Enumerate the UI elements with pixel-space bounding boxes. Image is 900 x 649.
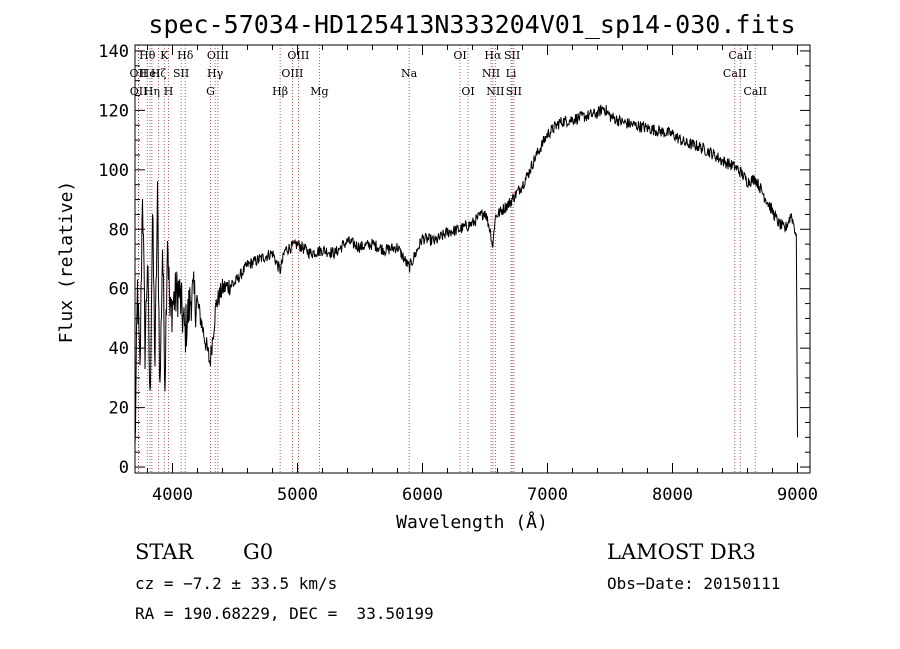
y-tick-label: 0 (119, 458, 129, 478)
x-tick-label: 6000 (402, 485, 443, 505)
x-tick-label: 5000 (277, 485, 318, 505)
spectral-line-label: OIII (207, 49, 229, 62)
spectral-line-label: Hδ (177, 49, 194, 62)
survey-name: LAMOST DR3 (607, 540, 756, 564)
x-tick-label: 7000 (527, 485, 568, 505)
spectral-line-label: HeI (140, 67, 160, 80)
observation-date: Obs−Date: 20150111 (607, 574, 781, 593)
spectral-line-label: Hζ (151, 67, 167, 80)
x-tick-label: 8000 (652, 485, 693, 505)
spectral-line-label: CaII (728, 49, 752, 62)
spectral-line-label: OI (453, 49, 466, 62)
coordinates: RA = 190.68229, DEC = 33.50199 (135, 604, 434, 623)
spectral-line-labels: OII OII Hθ HeI Hη Hζ K H SII Hδ G Hγ OIII Hβ OIII OIII M… (130, 49, 768, 98)
spectral-line-label: H (164, 85, 174, 98)
x-tick-label: 9000 (777, 485, 818, 505)
spectral-line-label: SII (506, 85, 522, 98)
y-tick-label: 100 (98, 161, 129, 181)
y-tick-label: 80 (109, 220, 129, 240)
spectral-line-label: SII (504, 49, 520, 62)
spectral-line-label: NII (486, 85, 504, 98)
spectral-line-label: OIII (287, 49, 309, 62)
spectral-line-label: Hα (484, 49, 502, 62)
spectral-line-label: Hη (144, 85, 160, 98)
chart-title: spec-57034-HD125413N333204V01_sp14-030.f… (148, 10, 795, 39)
y-tick-label: 20 (109, 399, 129, 419)
x-axis-label: Wavelength (Å) (396, 511, 548, 533)
spectrum-series-line (134, 104, 798, 444)
plot-frame (134, 44, 811, 474)
spectral-line-label: Mg (310, 85, 328, 98)
y-tick-label: 60 (109, 280, 129, 300)
redshift-value: cz = −7.2 ± 33.5 km/s (135, 574, 338, 593)
spectral-line-label: OII (130, 85, 148, 98)
spectral-line-label: OII (130, 67, 148, 80)
spectral-line-label: Li (506, 67, 517, 80)
spectral-line-label: Hβ (272, 85, 288, 98)
spectral-line-label: NII (482, 67, 500, 80)
spectral-line-label: OIII (281, 67, 303, 80)
spectral-subclass: G0 (243, 540, 274, 564)
spectral-line-label: Hγ (207, 67, 224, 80)
y-tick-label: 140 (98, 42, 129, 62)
y-axis: 0 20 40 60 80 100 120 140 (98, 42, 810, 478)
object-type: STAR (135, 540, 194, 564)
y-tick-label: 40 (109, 339, 129, 359)
spectral-line-label: OI (461, 85, 474, 98)
spectral-line-label: Na (401, 67, 418, 80)
spectral-lines-layer (137, 45, 756, 473)
x-tick-label: 4000 (152, 485, 193, 505)
y-tick-label: 120 (98, 101, 129, 121)
x-axis: 4000 5000 6000 7000 8000 9000 (147, 45, 818, 505)
spectral-line-label: CaII (743, 85, 767, 98)
spectral-line-label: SII (173, 67, 189, 80)
spectral-line-label: G (206, 85, 215, 98)
y-axis-label: Flux (relative) (56, 181, 77, 344)
spectral-line-label: K (160, 49, 169, 62)
spectral-line-label: Hθ (139, 49, 156, 62)
spectral-line-label: CaII (723, 67, 747, 80)
